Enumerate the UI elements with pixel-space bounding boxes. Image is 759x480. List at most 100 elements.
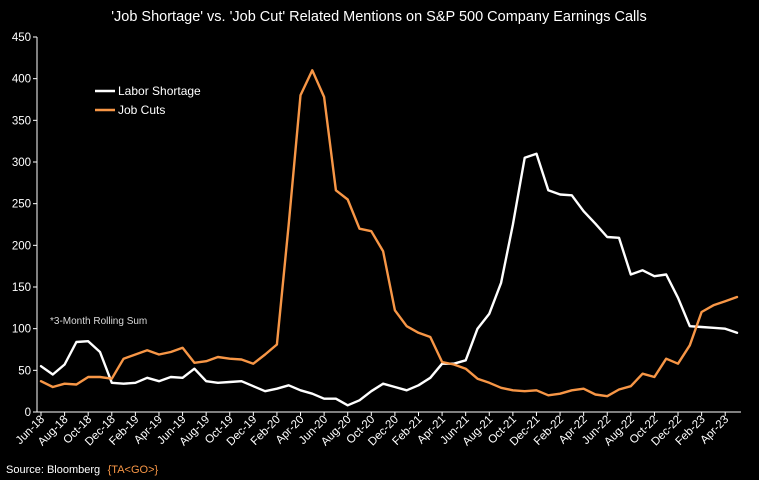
labor-shortage-point <box>335 398 337 400</box>
labor-shortage-line <box>39 152 739 407</box>
job-cuts-point <box>75 383 77 386</box>
labor-shortage-point <box>524 157 526 159</box>
job-cuts-point <box>642 373 644 375</box>
job-cuts-point <box>182 347 184 349</box>
job-cuts-point <box>99 376 101 378</box>
labor-shortage-point <box>40 365 42 367</box>
job-cuts-point <box>193 362 195 364</box>
labor-shortage-point <box>288 384 290 386</box>
job-cuts-point <box>170 351 172 353</box>
job-cuts-point <box>158 353 160 356</box>
labor-shortage-point <box>677 297 679 299</box>
labor-shortage-point <box>182 377 184 379</box>
labor-shortage-point <box>547 189 549 191</box>
job-cuts-point <box>123 358 125 360</box>
series-lines <box>39 69 739 407</box>
job-cuts-point <box>40 380 42 382</box>
labor-shortage-point <box>618 237 620 239</box>
y-tick-label: 450 <box>12 32 31 44</box>
labor-shortage-point <box>488 313 490 315</box>
job-cuts-point <box>488 382 490 384</box>
labor-shortage-point <box>299 389 302 391</box>
labor-shortage-point <box>394 386 396 388</box>
labor-shortage-point <box>406 389 408 391</box>
labor-shortage-point <box>701 326 703 328</box>
rolling-sum-note: *3-Month Rolling Sum <box>50 316 147 327</box>
y-tick-label: 0 <box>25 407 31 419</box>
job-cuts-point <box>417 332 420 334</box>
job-cuts-point <box>406 325 408 327</box>
job-cuts-point <box>500 387 502 389</box>
job-cuts-point <box>547 394 549 396</box>
job-cuts-point <box>701 311 703 313</box>
job-cuts-point <box>370 230 372 232</box>
source-label: Source: Bloomberg <box>6 464 100 476</box>
job-cuts-point <box>64 383 66 385</box>
labor-shortage-point <box>441 363 443 365</box>
job-cuts-point <box>724 300 726 302</box>
labor-shortage-point <box>653 275 656 277</box>
y-tick-label: 150 <box>12 282 31 294</box>
job-cuts-point <box>606 395 608 397</box>
job-cuts-point <box>205 360 207 362</box>
job-cuts-point <box>217 356 219 358</box>
job-cuts-point <box>382 250 384 252</box>
labor-shortage-point <box>347 404 349 406</box>
labor-shortage-point <box>736 332 738 334</box>
job-cuts-point <box>712 304 715 306</box>
job-cuts-point <box>465 368 467 370</box>
job-cuts-point <box>146 349 148 351</box>
labor-shortage-point <box>52 373 54 376</box>
labor-shortage-point <box>724 328 726 330</box>
job-cuts-point <box>571 389 573 391</box>
job-cuts-point <box>512 389 514 391</box>
job-cuts-point <box>134 353 136 356</box>
job-cuts-point <box>453 363 455 366</box>
labor-shortage-point <box>134 382 136 384</box>
labor-shortage-point <box>252 385 254 387</box>
job-cuts-point <box>653 376 656 378</box>
labor-shortage-point <box>240 380 243 382</box>
labor-shortage-point <box>146 377 148 379</box>
labor-shortage-point <box>535 153 538 155</box>
labor-shortage-point <box>583 210 585 212</box>
job-cuts-point <box>677 363 679 365</box>
labor-shortage-point <box>205 380 207 382</box>
job-cuts-point <box>594 393 597 396</box>
labor-shortage-point <box>500 282 502 284</box>
x-axis: Jun-18Aug-18Oct-18Dec-18Feb-19Apr-19Jun-… <box>14 412 731 448</box>
labor-shortage-point <box>689 325 691 327</box>
job-cuts-point <box>111 378 113 380</box>
job-cuts-point <box>252 363 254 365</box>
y-tick-label: 100 <box>12 324 31 336</box>
legend: Labor Shortage Job Cuts <box>95 84 201 117</box>
labor-shortage-point <box>642 269 644 271</box>
job-cuts-point <box>441 361 443 363</box>
job-cuts-point <box>429 336 431 338</box>
job-cuts-line <box>39 69 739 398</box>
job-cuts-point <box>240 358 243 361</box>
labor-shortage-point <box>229 381 231 383</box>
legend-label-labor-shortage: Labor Shortage <box>118 84 201 98</box>
labor-shortage-point <box>264 390 266 392</box>
job-cuts-point <box>276 343 278 346</box>
labor-shortage-point <box>123 383 125 385</box>
job-cuts-point <box>288 223 290 226</box>
y-tick-label: 350 <box>12 115 31 127</box>
labor-shortage-point <box>170 376 172 378</box>
labor-shortage-point <box>630 273 632 276</box>
labor-shortage-point <box>417 384 420 386</box>
labor-shortage-point <box>64 363 66 366</box>
labor-shortage-point <box>358 399 361 401</box>
chart-title: 'Job Shortage' vs. 'Job Cut' Related Men… <box>111 9 647 25</box>
labor-shortage-point <box>512 223 514 226</box>
labor-shortage-point <box>158 380 160 382</box>
labor-shortage-point <box>323 398 325 400</box>
job-cuts-point <box>559 393 561 395</box>
job-cuts-point <box>347 198 349 201</box>
labor-shortage-point <box>594 223 597 225</box>
labor-shortage-point <box>665 273 667 276</box>
labor-shortage-point <box>99 351 101 353</box>
y-tick-label: 300 <box>12 157 31 169</box>
